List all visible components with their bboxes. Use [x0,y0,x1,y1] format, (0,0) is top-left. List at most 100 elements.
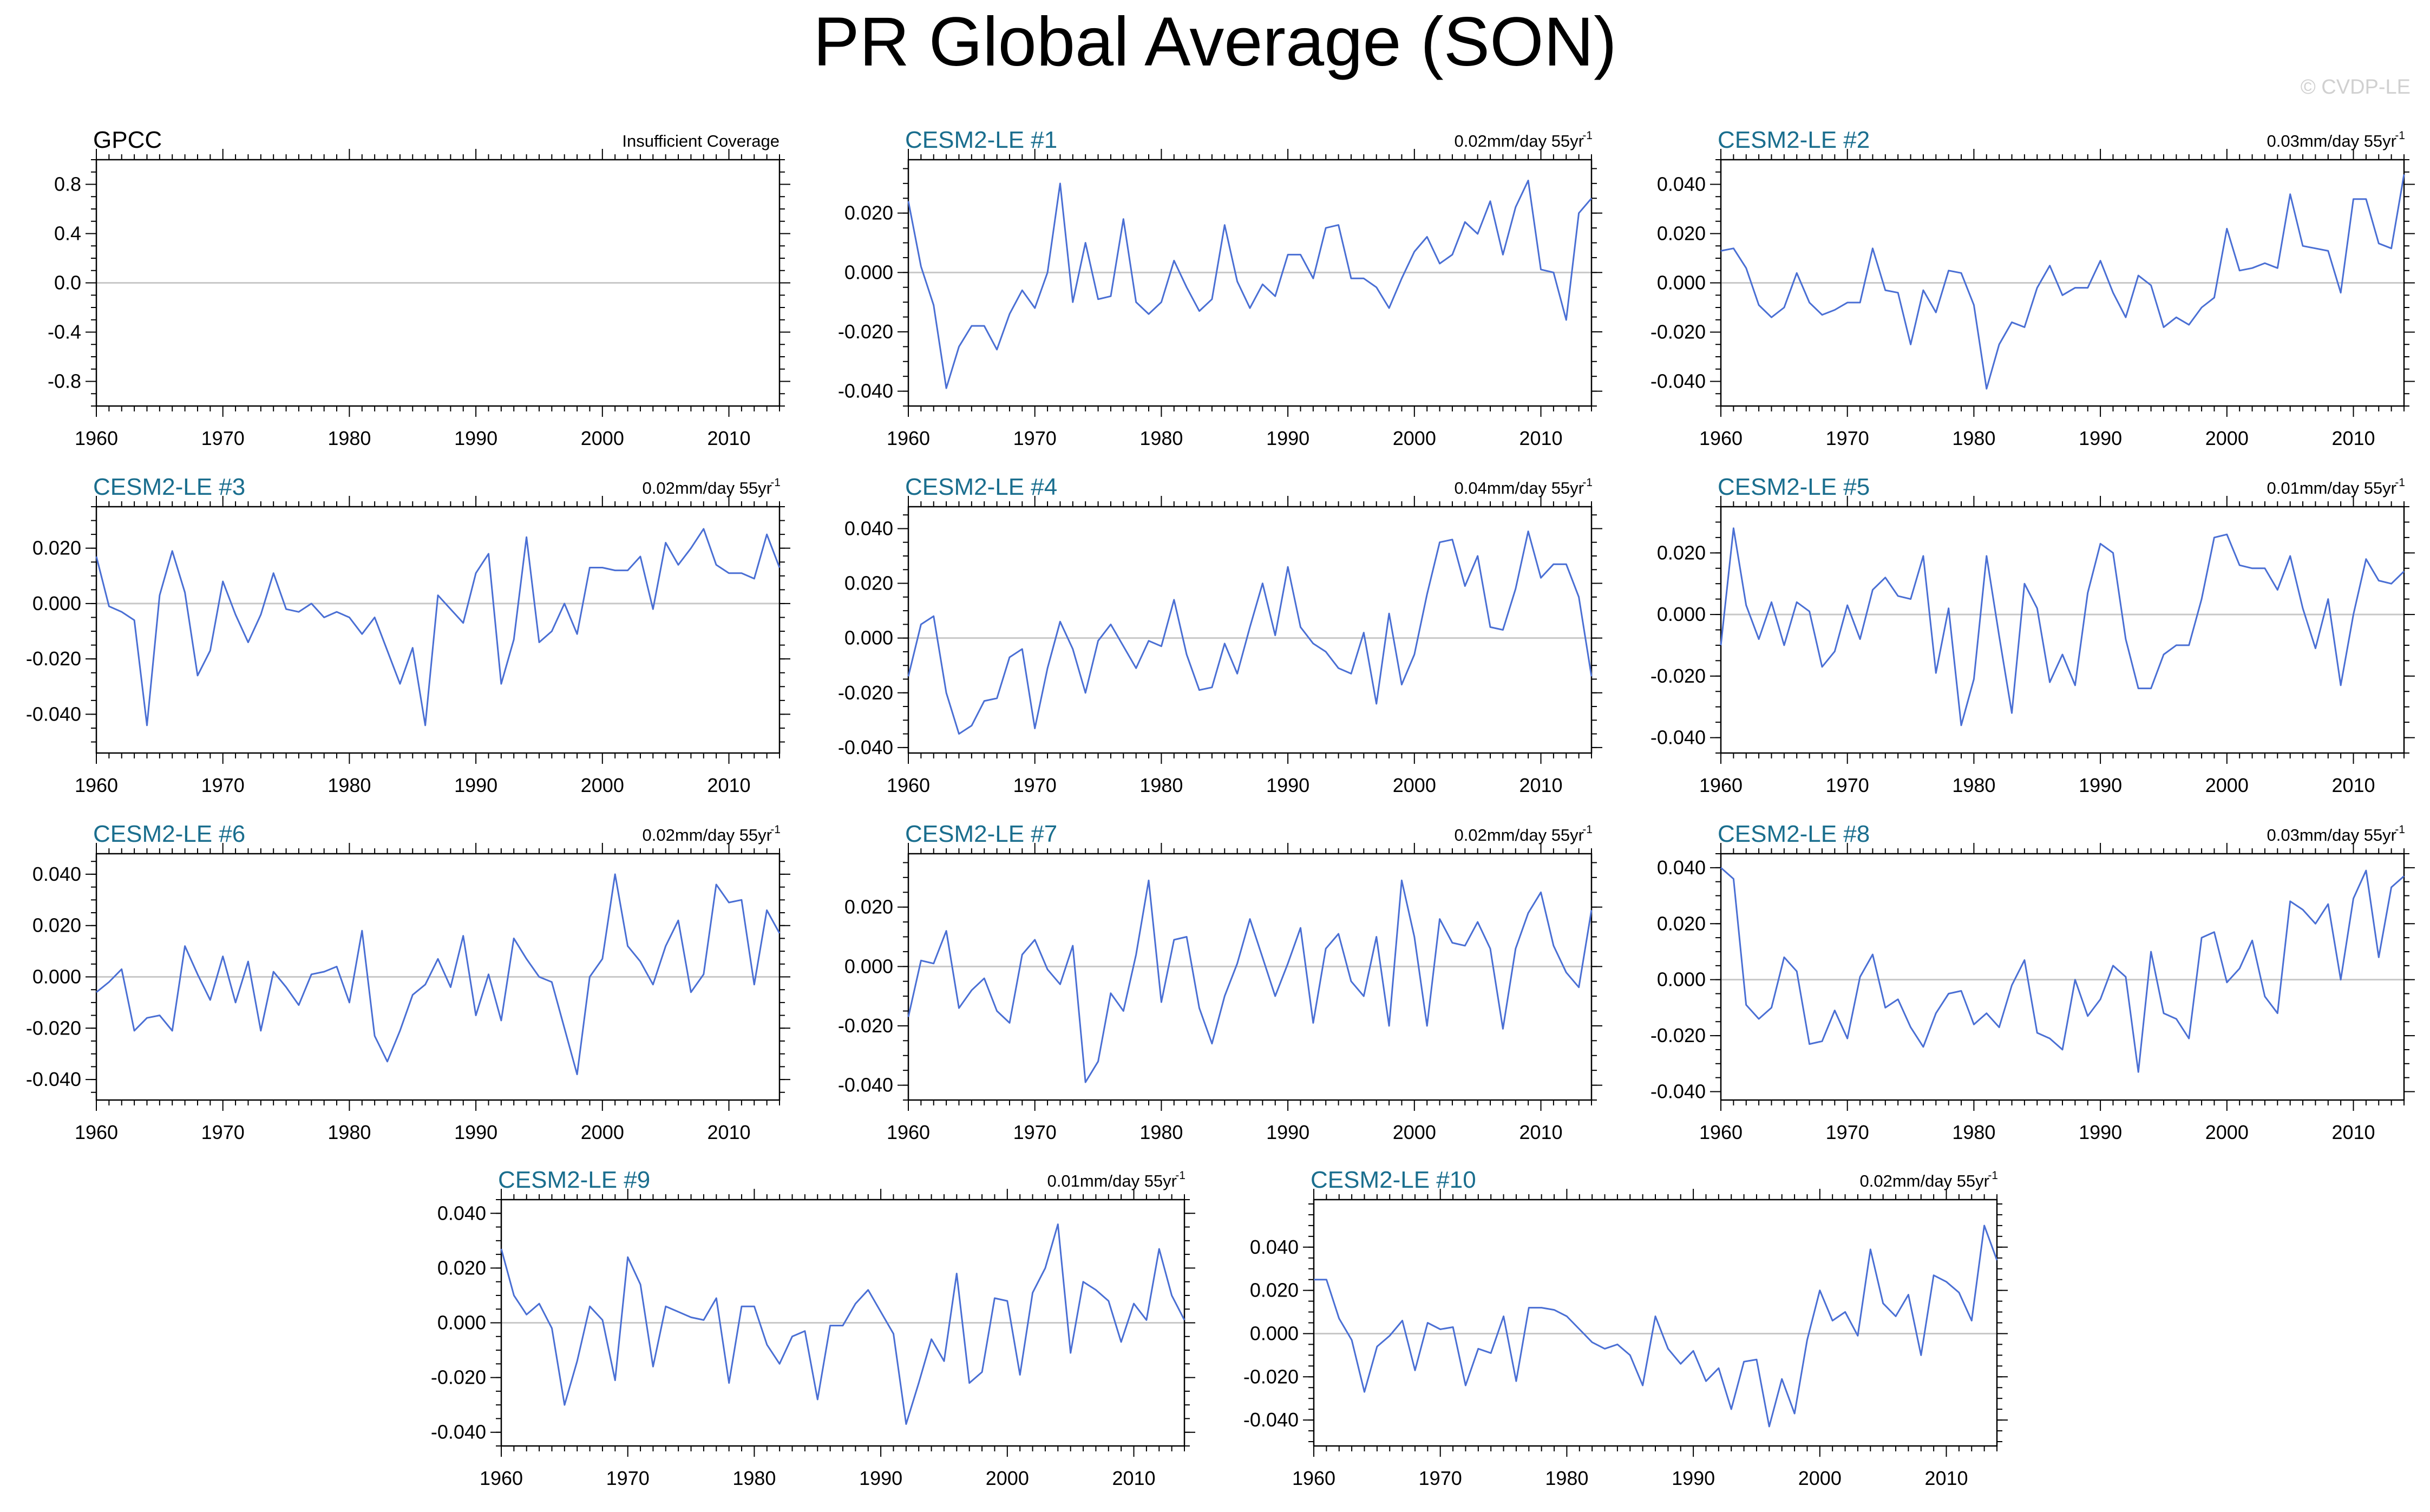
plot-frame [1313,1199,1998,1447]
panel-note-superscript: -1 [1582,476,1593,489]
y-tick-label: -0.8 [48,370,81,392]
x-tick-label: 1960 [75,1121,118,1143]
panel-note: 0.02mm/day 55yr [643,826,772,845]
y-tick-label: 0.000 [437,1312,486,1334]
y-tick-label: -0.040 [431,1421,486,1443]
x-tick-label: 1960 [887,774,930,796]
panel-note: 0.02mm/day 55yr [1455,132,1584,150]
y-tick-label: -0.040 [838,736,893,758]
y-tick-label: -0.040 [1650,370,1706,392]
x-tick-label: 1960 [75,774,118,796]
panel-note-superscript: -1 [1582,823,1593,836]
panel-le8: CESM2-LE #8 0.03mm/day 55yr-1 1960 1970 1980… [1650,821,2415,1143]
x-tick-label: 1990 [2079,427,2122,449]
series-line [1720,867,2405,1073]
x-tick-label: 1960 [480,1467,523,1489]
x-tick-label: 1970 [1419,1467,1462,1489]
x-tick-label: 1970 [1013,774,1057,796]
x-tick-label: 1980 [328,774,371,796]
x-tick-label: 1990 [454,1121,497,1143]
panel-title: CESM2-LE #2 [1718,127,1870,153]
panel-le9: CESM2-LE #9 0.01mm/day 55yr-1 1960 1970 1980… [431,1167,1195,1489]
x-tick-label: 2010 [1519,774,1562,796]
x-tick-label: 1970 [1826,1121,1869,1143]
y-tick-label: -0.040 [838,1074,893,1096]
copyright-text: © CVDP-LE [2300,76,2411,99]
x-tick-label: 2000 [2205,774,2249,796]
y-tick-label: -0.040 [26,1068,81,1090]
panel-le4: CESM2-LE #4 0.04mm/day 55yr-1 1960 1970 1980… [838,474,1602,796]
y-tick-label: 0.020 [1657,541,1706,564]
series-line [500,1223,1185,1425]
panel-title: CESM2-LE #4 [905,474,1057,500]
y-tick-label: 0.020 [1657,912,1706,934]
series-line [1314,1225,1998,1428]
y-tick-label: -0.040 [1650,1080,1706,1102]
panel-note: 0.04mm/day 55yr [1455,479,1584,498]
y-tick-label: 0.020 [1657,222,1706,245]
y-tick-label: 0.020 [1250,1279,1299,1301]
x-tick-label: 2000 [581,427,624,449]
y-tick-label: -0.040 [838,380,893,402]
x-tick-label: 1970 [1013,1121,1057,1143]
x-tick-label: 1960 [1699,1121,1743,1143]
x-tick-label: 2010 [1519,427,1562,449]
y-tick-label: 0.000 [1657,968,1706,991]
y-tick-label: -0.020 [838,1014,893,1037]
y-tick-label: -0.020 [1650,321,1706,343]
panel-note-superscript: -1 [770,476,781,489]
y-tick-label: -0.020 [1243,1365,1299,1387]
x-tick-label: 1980 [328,1121,371,1143]
x-tick-label: 1980 [732,1467,776,1489]
panel-le10: CESM2-LE #10 0.02mm/day 55yr-1 1960 1970 198… [1243,1167,2008,1489]
plot-frame [95,506,781,754]
x-tick-label: 2010 [2331,1121,2375,1143]
x-tick-label: 1960 [1292,1467,1335,1489]
y-tick-label: 0.0 [54,272,81,294]
x-tick-label: 2000 [2205,427,2249,449]
x-tick-label: 1980 [1139,774,1183,796]
y-tick-label: 0.020 [844,896,893,918]
x-tick-label: 2010 [1924,1467,1968,1489]
x-tick-label: 2010 [707,427,750,449]
y-tick-label: 0.000 [1657,603,1706,625]
x-tick-label: 1980 [1139,427,1183,449]
panel-le3: CESM2-LE #3 0.02mm/day 55yr-1 1960 1970 1980… [26,474,790,796]
x-tick-label: 2010 [2331,427,2375,449]
y-tick-label: -0.040 [1243,1409,1299,1431]
x-tick-label: 1970 [1826,774,1869,796]
series-line [1720,174,2405,390]
y-tick-label: 0.000 [1250,1322,1299,1344]
y-tick-label: -0.020 [26,647,81,670]
panel-title: CESM2-LE #1 [905,127,1057,153]
x-tick-label: 1990 [1266,427,1309,449]
x-tick-label: 1970 [201,1121,245,1143]
y-tick-label: 0.040 [1657,173,1706,195]
x-tick-label: 1980 [1952,774,1995,796]
y-tick-label: -0.020 [838,682,893,704]
series-line [907,179,1593,389]
y-tick-label: 0.000 [1657,272,1706,294]
panel-title: CESM2-LE #9 [498,1167,650,1193]
panel-le2: CESM2-LE #2 0.03mm/day 55yr-1 1960 1970 1980… [1650,127,2415,449]
x-tick-label: 1970 [606,1467,650,1489]
x-tick-label: 1990 [1266,774,1309,796]
y-tick-label: -0.020 [838,320,893,343]
panel-note-superscript: -1 [1582,129,1593,142]
panel-title: CESM2-LE #5 [1718,474,1870,500]
x-tick-label: 2000 [1393,774,1436,796]
x-tick-label: 1990 [1266,1121,1309,1143]
y-tick-label: 0.000 [32,592,81,614]
page-title: PR Global Average (SON) [813,3,1617,81]
x-tick-label: 1960 [887,427,930,449]
x-tick-label: 2010 [2331,774,2375,796]
panel-note: 0.02mm/day 55yr [643,479,772,498]
y-tick-label: -0.020 [1650,665,1706,687]
series-line [907,531,1593,735]
y-tick-label: 0.040 [844,517,893,539]
x-tick-label: 1980 [1139,1121,1183,1143]
panel-note-superscript: -1 [2395,129,2405,142]
x-tick-label: 2010 [1519,1121,1562,1143]
y-tick-label: -0.020 [431,1366,486,1389]
